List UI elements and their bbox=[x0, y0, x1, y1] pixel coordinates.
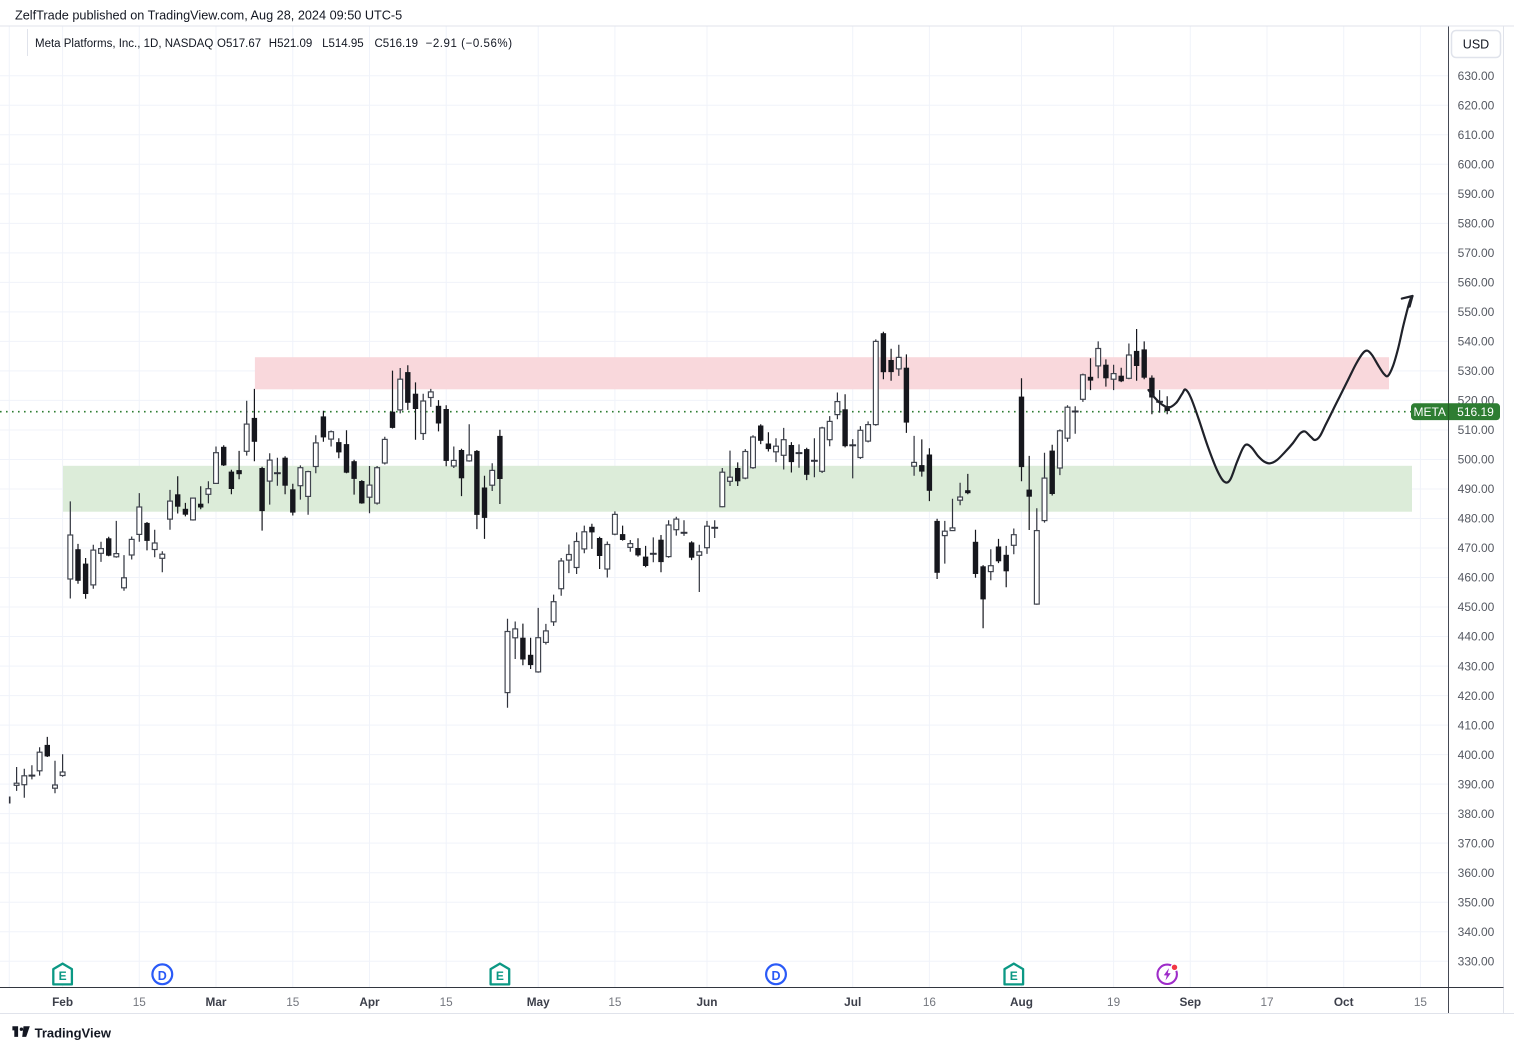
svg-text:330.00: 330.00 bbox=[1458, 954, 1495, 968]
svg-text:500.00: 500.00 bbox=[1458, 453, 1495, 467]
svg-text:530.00: 530.00 bbox=[1458, 364, 1495, 378]
svg-text:380.00: 380.00 bbox=[1458, 807, 1495, 821]
svg-text:Meta Platforms, Inc., 1D, NASD: Meta Platforms, Inc., 1D, NASDAQ bbox=[35, 38, 213, 50]
svg-text:360.00: 360.00 bbox=[1458, 866, 1495, 880]
svg-text:Jul: Jul bbox=[844, 995, 861, 1009]
svg-text:610.00: 610.00 bbox=[1458, 128, 1495, 142]
svg-text:ZelfTrade published on Trading: ZelfTrade published on TradingView.com, … bbox=[15, 9, 402, 23]
svg-text:16: 16 bbox=[923, 995, 937, 1009]
svg-text:420.00: 420.00 bbox=[1458, 689, 1495, 703]
svg-text:430.00: 430.00 bbox=[1458, 659, 1495, 673]
svg-text:15: 15 bbox=[608, 995, 622, 1009]
svg-text:460.00: 460.00 bbox=[1458, 571, 1495, 585]
svg-text:15: 15 bbox=[440, 995, 454, 1009]
svg-text:TradingView: TradingView bbox=[35, 1026, 112, 1041]
svg-text:Oct: Oct bbox=[1334, 995, 1354, 1009]
svg-text:550.00: 550.00 bbox=[1458, 305, 1495, 319]
svg-text:540.00: 540.00 bbox=[1458, 335, 1495, 349]
svg-text:480.00: 480.00 bbox=[1458, 512, 1495, 526]
svg-text:Sep: Sep bbox=[1179, 995, 1201, 1009]
svg-text:Aug: Aug bbox=[1010, 995, 1033, 1009]
svg-text:390.00: 390.00 bbox=[1458, 777, 1495, 791]
svg-text:600.00: 600.00 bbox=[1458, 158, 1495, 172]
svg-text:E: E bbox=[496, 969, 504, 983]
svg-text:Jun: Jun bbox=[697, 995, 718, 1009]
svg-text:15: 15 bbox=[286, 995, 300, 1009]
svg-text:E: E bbox=[1010, 969, 1018, 983]
svg-text:Mar: Mar bbox=[206, 995, 227, 1009]
svg-text:15: 15 bbox=[1414, 995, 1428, 1009]
svg-text:−2.91 (−0.56%): −2.91 (−0.56%) bbox=[426, 38, 513, 50]
svg-text:350.00: 350.00 bbox=[1458, 895, 1495, 909]
svg-text:620.00: 620.00 bbox=[1458, 99, 1495, 113]
svg-text:Apr: Apr bbox=[359, 995, 380, 1009]
svg-text:490.00: 490.00 bbox=[1458, 482, 1495, 496]
svg-text:H521.09: H521.09 bbox=[269, 38, 312, 50]
svg-text:D: D bbox=[158, 969, 167, 983]
svg-text:340.00: 340.00 bbox=[1458, 925, 1495, 939]
svg-text:C516.19: C516.19 bbox=[375, 38, 418, 50]
svg-text:590.00: 590.00 bbox=[1458, 187, 1495, 201]
svg-text:510.00: 510.00 bbox=[1458, 423, 1495, 437]
svg-text:L514.95: L514.95 bbox=[322, 38, 364, 50]
svg-text:470.00: 470.00 bbox=[1458, 541, 1495, 555]
svg-text:516.19: 516.19 bbox=[1457, 405, 1494, 419]
svg-text:450.00: 450.00 bbox=[1458, 600, 1495, 614]
svg-text:META: META bbox=[1413, 405, 1445, 419]
svg-text:17: 17 bbox=[1260, 995, 1273, 1009]
svg-text:19: 19 bbox=[1107, 995, 1120, 1009]
svg-text:E: E bbox=[59, 969, 67, 983]
svg-text:560.00: 560.00 bbox=[1458, 276, 1495, 290]
svg-text:D: D bbox=[771, 969, 780, 983]
svg-text:Feb: Feb bbox=[52, 995, 73, 1009]
svg-text:370.00: 370.00 bbox=[1458, 836, 1495, 850]
svg-text:May: May bbox=[527, 995, 550, 1009]
svg-text:630.00: 630.00 bbox=[1458, 69, 1495, 83]
svg-text:O517.67: O517.67 bbox=[217, 38, 261, 50]
svg-text:15: 15 bbox=[133, 995, 147, 1009]
svg-text:570.00: 570.00 bbox=[1458, 246, 1495, 260]
svg-text:USD: USD bbox=[1463, 38, 1489, 52]
svg-text:440.00: 440.00 bbox=[1458, 630, 1495, 644]
svg-text:410.00: 410.00 bbox=[1458, 718, 1495, 732]
svg-text:400.00: 400.00 bbox=[1458, 748, 1495, 762]
svg-text:580.00: 580.00 bbox=[1458, 217, 1495, 231]
